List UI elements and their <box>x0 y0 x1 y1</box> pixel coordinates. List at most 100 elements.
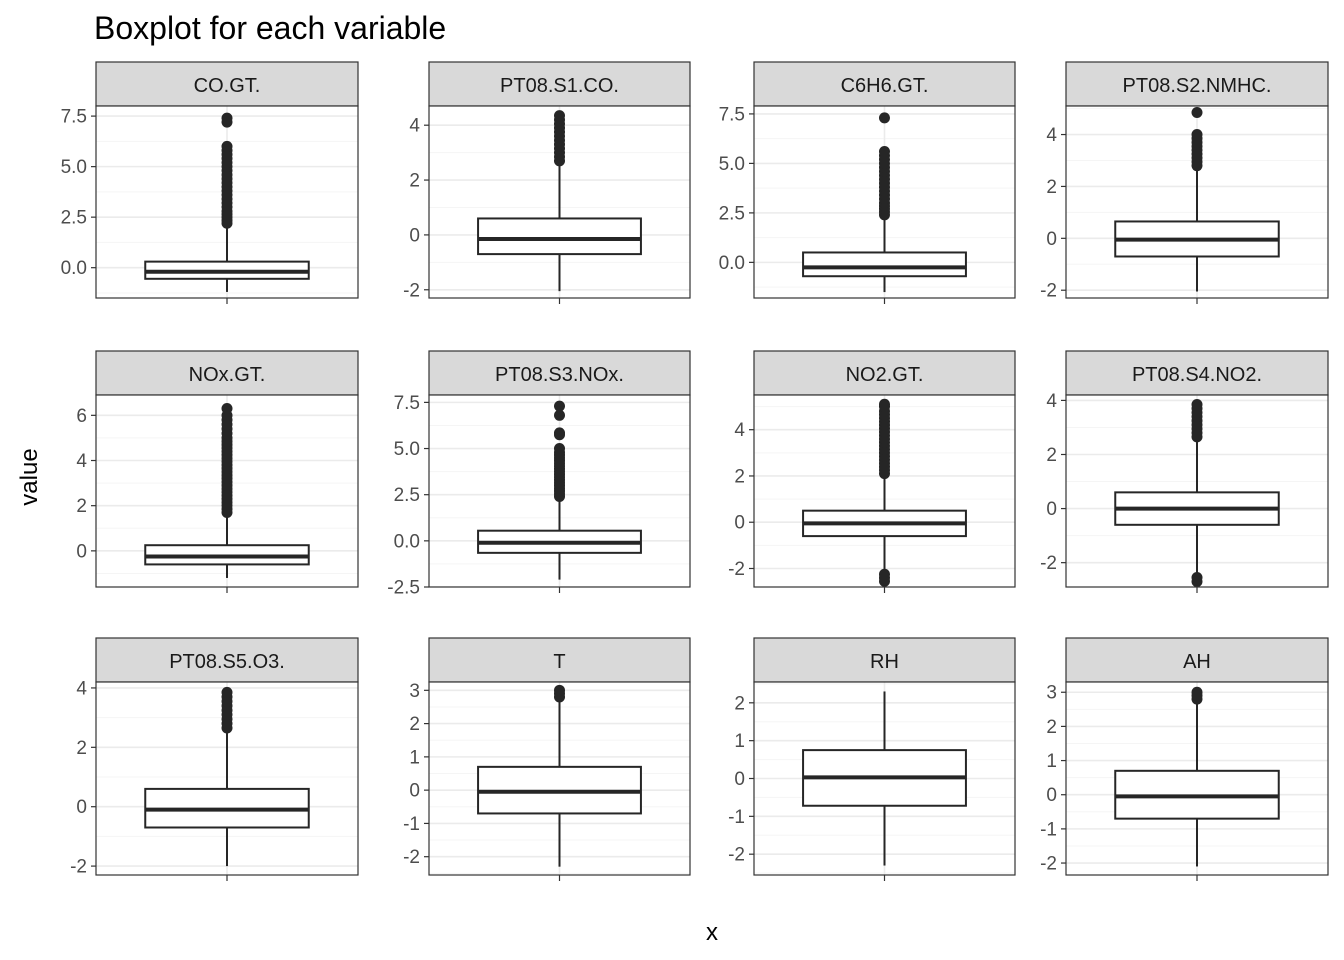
outlier-point <box>1191 106 1203 118</box>
chart-title: Boxplot for each variable <box>94 10 446 46</box>
panel-c6h6-gt: C6H6.GT. 0.0 2.5 5.0 7.5 <box>719 61 1016 304</box>
y-tick-label: -1 <box>728 807 745 828</box>
y-tick-label: 7.5 <box>394 393 420 414</box>
strip-label: PT08.S2.NMHC. <box>1123 75 1272 97</box>
y-tick-label: -2 <box>403 847 420 868</box>
strip-label: C6H6.GT. <box>841 75 929 97</box>
y-tick-label: 4 <box>76 451 87 472</box>
panel-plot-area <box>754 395 1015 587</box>
y-tick-label: 2.5 <box>719 203 745 224</box>
panel-pt08-s2-nmhc: PT08.S2.NMHC. -2 0 2 4 <box>1040 61 1329 304</box>
strip-label: PT08.S5.O3. <box>169 651 285 673</box>
strip-background <box>753 61 1016 107</box>
panel-co-gt: CO.GT. 0.0 2.5 5.0 7.5 <box>61 61 359 304</box>
y-tick-label: 2.5 <box>61 208 87 229</box>
y-tick-label: 2 <box>1046 177 1057 198</box>
strip-label: CO.GT. <box>194 75 261 97</box>
outlier-point <box>554 427 565 439</box>
panel-pt08-s5-o3: PT08.S5.O3. -2 0 2 4 <box>70 637 359 881</box>
y-tick-label: 2 <box>409 171 420 192</box>
outlier-point <box>554 110 565 122</box>
y-tick-label: 0.0 <box>394 531 420 552</box>
strip-background <box>1065 61 1329 107</box>
y-tick-label: 0 <box>76 797 87 818</box>
y-tick-label: 3 <box>409 681 420 702</box>
strip-label: T <box>553 651 565 673</box>
y-tick-label: 0 <box>1046 499 1057 520</box>
y-tick-label: 2.5 <box>394 485 420 506</box>
y-tick-label: -2 <box>403 280 420 301</box>
y-tick-label: -2 <box>1040 854 1057 875</box>
y-tick-label: 0 <box>76 541 87 562</box>
y-tick-label: 2 <box>1046 717 1057 738</box>
panel-plot-area <box>1066 395 1328 587</box>
panel-rh: RH -2 -1 0 1 2 <box>728 637 1016 881</box>
outlier-point <box>1191 129 1203 141</box>
panel-plot-area <box>754 106 1015 298</box>
y-tick-label: 5.0 <box>719 154 745 175</box>
y-tick-label: -2 <box>728 845 745 866</box>
y-tick-label: 1 <box>409 747 420 768</box>
strip-background <box>428 61 691 107</box>
panel-t: T -2 -1 0 1 2 3 <box>403 637 691 881</box>
y-tick-label: -1 <box>1040 819 1057 840</box>
y-tick-label: 2 <box>734 466 745 487</box>
panel-plot-area <box>1066 106 1328 298</box>
strip-background <box>95 61 359 107</box>
panel-pt08-s4-no2: PT08.S4.NO2. -2 0 2 4 <box>1040 350 1329 593</box>
strip-background <box>1065 637 1329 683</box>
panel-plot-area <box>1066 682 1328 875</box>
y-tick-label: 0 <box>1046 785 1057 806</box>
y-tick-label: 0 <box>409 225 420 246</box>
panel-plot-area <box>96 106 358 298</box>
panel-plot-area <box>429 395 690 587</box>
panel-nox-gt: NOx.GT. 0 2 4 6 <box>76 350 359 593</box>
outlier-point <box>879 398 890 410</box>
panel-pt08-s3-nox: PT08.S3.NOx. -2.5 0.0 2.5 5.0 7.5 <box>387 350 691 599</box>
y-tick-label: 3 <box>1046 683 1057 704</box>
outlier-point <box>1191 686 1203 698</box>
panel-pt08-s1-co: PT08.S1.CO. -2 0 2 4 <box>403 61 691 304</box>
y-tick-label: 2 <box>734 693 745 714</box>
panel-plot-area <box>429 682 690 875</box>
panel-plot-area <box>754 682 1015 875</box>
y-tick-label: 2 <box>76 738 87 759</box>
panel-no2-gt: NO2.GT. -2 0 2 4 <box>728 350 1016 593</box>
strip-background <box>1065 350 1329 396</box>
y-tick-label: 0 <box>1046 229 1057 250</box>
y-tick-label: 1 <box>734 731 745 752</box>
y-tick-label: 7.5 <box>719 104 745 125</box>
strip-label: PT08.S3.NOx. <box>495 364 624 386</box>
outlier-point <box>879 575 890 587</box>
y-tick-label: 1 <box>1046 751 1057 772</box>
y-tick-label: -2 <box>1040 553 1057 574</box>
y-tick-label: 0.0 <box>61 258 87 279</box>
y-axis-title: value <box>16 448 43 505</box>
y-tick-label: 5.0 <box>394 439 420 460</box>
panel-plot-area <box>96 682 358 875</box>
strip-background <box>753 350 1016 396</box>
y-tick-label: 4 <box>409 116 420 137</box>
panel-plot-area <box>96 395 358 587</box>
strip-label: NOx.GT. <box>189 364 266 386</box>
y-tick-label: -2.5 <box>387 578 420 599</box>
box-iqr <box>477 217 642 256</box>
facet-panels: CO.GT. 0.0 2.5 5.0 7.5 PT08.S1.CO. -2 0 2 4 C6H6.G… <box>61 61 1329 881</box>
y-tick-label: 2 <box>1046 445 1057 466</box>
outlier-point <box>879 146 890 158</box>
strip-label: RH <box>870 651 899 673</box>
outlier-point <box>1191 576 1203 587</box>
x-axis-title: x <box>706 919 718 946</box>
y-tick-label: -2 <box>1040 281 1057 302</box>
outlier-point <box>554 443 565 455</box>
y-tick-label: 4 <box>1046 125 1057 146</box>
y-tick-label: 7.5 <box>61 107 87 128</box>
y-tick-label: 4 <box>76 678 87 699</box>
outlier-point <box>554 684 565 696</box>
y-tick-label: -2 <box>70 857 87 878</box>
y-tick-label: 0 <box>734 769 745 790</box>
y-tick-label: 0 <box>409 781 420 802</box>
y-tick-label: 4 <box>734 420 745 441</box>
strip-label: AH <box>1183 651 1211 673</box>
strip-label: PT08.S1.CO. <box>500 75 619 97</box>
